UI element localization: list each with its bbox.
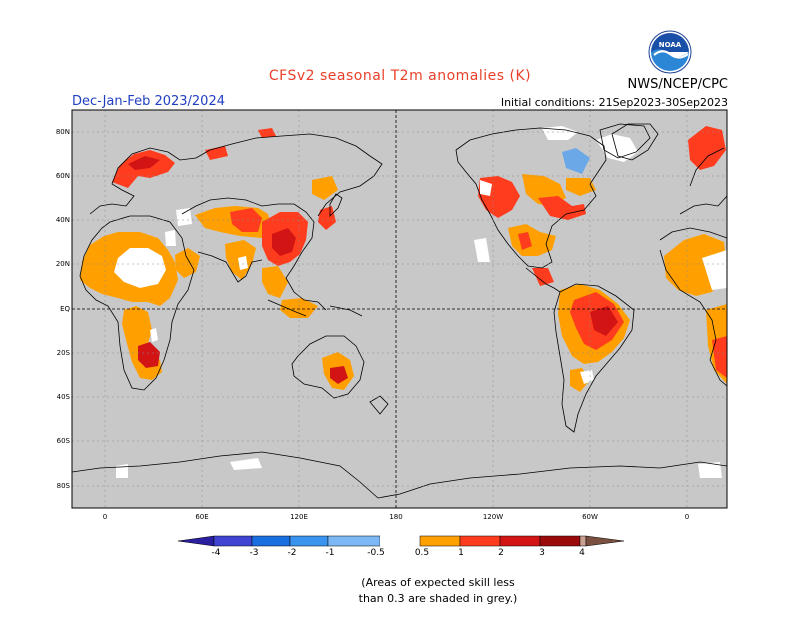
colorbar-tick-label: 3 [539, 548, 545, 558]
colorbar-seg [213, 535, 253, 547]
colorbar-seg-low [177, 535, 215, 547]
lat-label: 60N [55, 172, 70, 180]
colorbar-seg [419, 535, 461, 547]
map-title: CFSv2 seasonal T2m anomalies (K) [268, 68, 532, 84]
lat-label: 80S [56, 482, 70, 490]
colorbar-seg [499, 535, 541, 547]
colorbar [177, 535, 625, 547]
lon-label: 60E [195, 513, 209, 521]
colorbar-seg [251, 535, 291, 547]
colorbar-tick-label: -0.5 [367, 548, 385, 558]
initial-conditions-label: Initial conditions: 21Sep2023-30Sep2023 [500, 96, 728, 109]
colorbar-tick-label: -2 [287, 548, 297, 558]
colorbar-seg [459, 535, 501, 547]
colorbar-tick-label: 4 [579, 548, 585, 558]
colorbar-tick-label: 1 [458, 548, 464, 558]
colorbar-seg [380, 536, 420, 546]
svg-text:NOAA: NOAA [659, 41, 682, 49]
lat-label: 80N [55, 128, 70, 136]
colorbar-seg [327, 535, 381, 547]
lat-label: 60S [56, 437, 70, 445]
map-frame [71, 109, 728, 509]
anomaly-field [80, 126, 727, 478]
colorbar-tick-label: 2 [498, 548, 504, 558]
skill-note-line1: (Areas of expected skill less [361, 576, 515, 589]
lon-label: 120W [482, 513, 504, 521]
lon-label: 0 [684, 513, 690, 521]
coastlines [72, 123, 727, 499]
season-label: Dec-Jan-Feb 2023/2024 [72, 94, 225, 109]
lat-label: 20S [56, 349, 70, 357]
skill-note-line2: than 0.3 are shaded in grey.) [358, 592, 518, 605]
colorbar-seg-high [585, 535, 625, 547]
colorbar-tick-label: -4 [211, 548, 221, 558]
colorbar-tick-label: -1 [325, 548, 335, 558]
colorbar-tick-label: 0.5 [414, 548, 430, 558]
lat-label: 40S [56, 393, 70, 401]
colorbar-seg [539, 535, 581, 547]
noaa-logo: NOAA [648, 30, 692, 74]
agency-label: NWS/NCEP/CPC [627, 77, 728, 92]
lat-label: 20N [55, 260, 70, 268]
lon-label: 120E [290, 513, 308, 521]
lon-label: 180 [389, 513, 403, 521]
colorbar-seg [579, 535, 587, 547]
lon-label: 0 [102, 513, 108, 521]
colorbar-seg [289, 535, 329, 547]
lon-label: 60W [582, 513, 598, 521]
lat-label: EQ [60, 305, 70, 313]
lat-label: 40N [55, 216, 70, 224]
colorbar-tick-label: -3 [249, 548, 259, 558]
graticule [72, 110, 727, 508]
